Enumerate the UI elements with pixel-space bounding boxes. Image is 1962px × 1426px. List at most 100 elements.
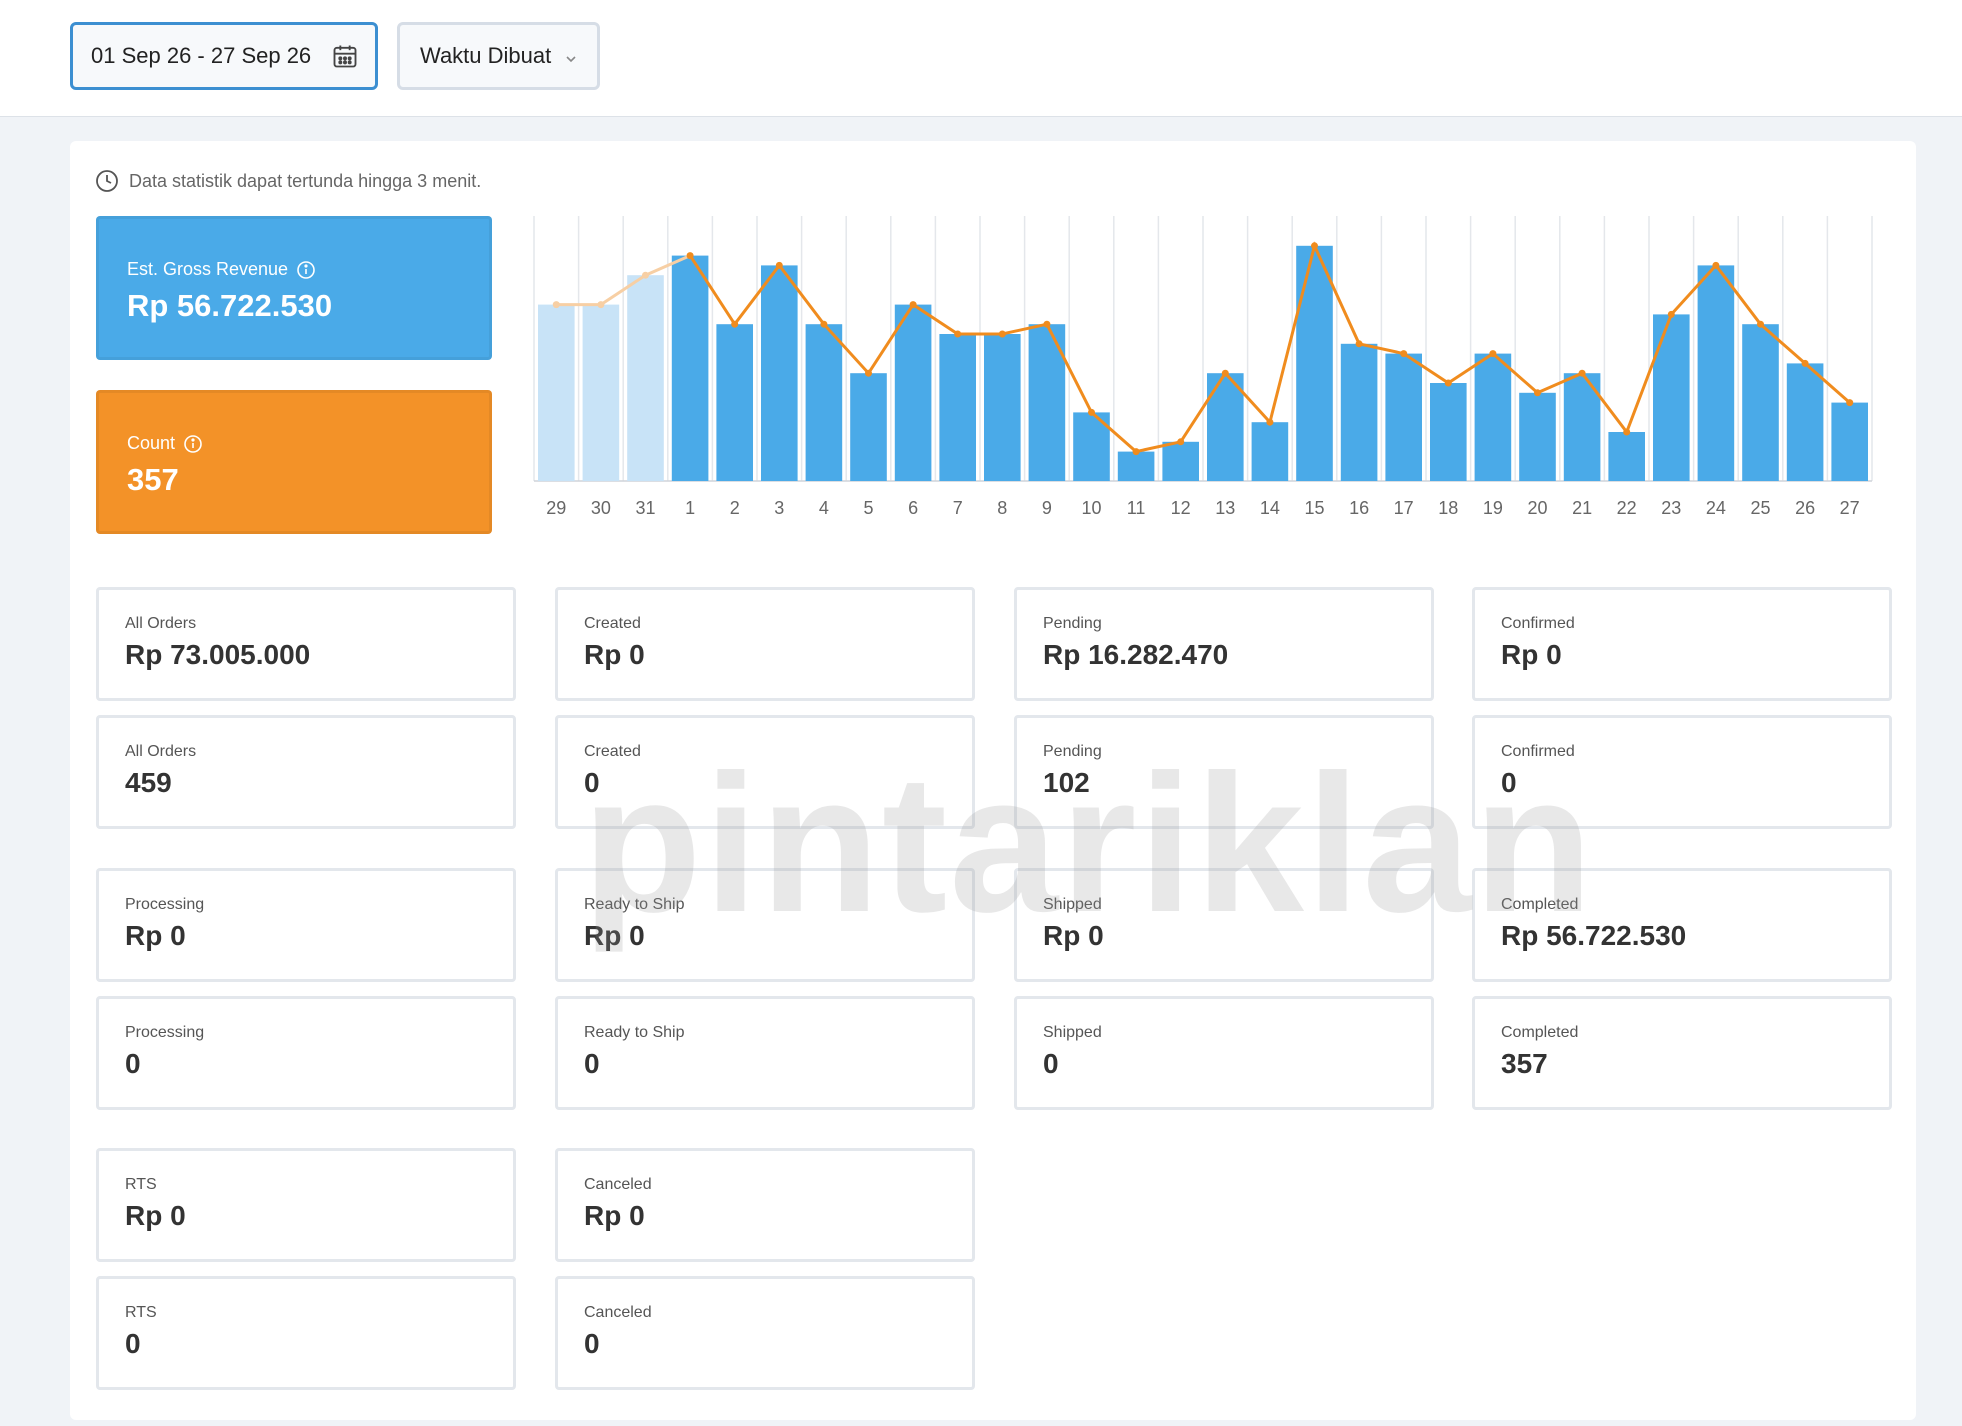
status-card-label: Canceled (584, 1176, 652, 1193)
status-card[interactable]: Processing Rp 0 (96, 868, 516, 982)
chevron-down-icon (566, 56, 576, 63)
chart-point[interactable] (1444, 379, 1452, 387)
chart-point[interactable] (1400, 350, 1408, 358)
chart-bar[interactable] (984, 334, 1021, 481)
chart-bar[interactable] (1162, 441, 1199, 481)
status-card[interactable]: Shipped Rp 0 (1014, 868, 1434, 982)
chart-bar[interactable] (894, 304, 932, 481)
x-tick-label: 26 (1795, 498, 1815, 518)
chart-point[interactable] (1801, 359, 1809, 367)
chart-point[interactable] (1132, 448, 1140, 456)
chart-point[interactable] (775, 261, 783, 269)
x-tick-label: 16 (1349, 498, 1369, 518)
chart-bar[interactable] (582, 304, 620, 481)
status-card[interactable]: Created 0 (555, 715, 975, 829)
chart-bar[interactable] (850, 373, 887, 481)
status-card[interactable]: Pending Rp 16.282.470 (1014, 587, 1434, 701)
chart-point[interactable] (1757, 320, 1764, 328)
info-icon[interactable] (183, 434, 203, 454)
chart-point[interactable] (731, 320, 739, 328)
chart-bar[interactable] (1117, 451, 1155, 481)
chart-bar[interactable] (761, 265, 798, 481)
chart-bar[interactable] (1474, 353, 1512, 481)
count-label: Count (127, 433, 176, 453)
chart-point[interactable] (1712, 261, 1720, 269)
status-card[interactable]: Completed 357 (1472, 996, 1892, 1110)
chart-point[interactable] (954, 330, 962, 338)
chart-bar[interactable] (805, 324, 843, 481)
status-card[interactable]: Completed Rp 56.722.530 (1472, 868, 1892, 982)
status-card-value: 0 (584, 1328, 600, 1359)
status-card[interactable]: Canceled Rp 0 (555, 1148, 975, 1262)
status-card-label: Pending (1043, 743, 1102, 760)
info-icon[interactable] (296, 260, 316, 280)
date-range-picker[interactable]: 01 Sep 26 - 27 Sep 26 (70, 22, 378, 90)
chart-bar[interactable] (1786, 363, 1824, 481)
chart-point[interactable] (1623, 428, 1631, 436)
status-card[interactable]: All Orders 459 (96, 715, 516, 829)
chart-point[interactable] (998, 330, 1006, 338)
status-card[interactable]: Canceled 0 (555, 1276, 975, 1390)
chart-point[interactable] (1534, 389, 1541, 397)
chart-point[interactable] (1311, 242, 1318, 250)
calendar-icon (333, 45, 357, 68)
chart-bar[interactable] (1340, 343, 1378, 481)
chart-bar[interactable] (1519, 392, 1556, 481)
x-tick-label: 1 (685, 498, 695, 518)
status-card-label: Confirmed (1501, 743, 1575, 760)
chart-bar[interactable] (1697, 265, 1735, 481)
status-card[interactable]: Confirmed 0 (1472, 715, 1892, 829)
count-kpi-card[interactable]: Count 357 (96, 390, 492, 534)
chart-bar[interactable] (716, 324, 753, 481)
status-card[interactable]: RTS 0 (96, 1276, 516, 1390)
chart-point[interactable] (1221, 369, 1229, 377)
chart-point[interactable] (686, 252, 694, 260)
chart-point[interactable] (642, 271, 649, 279)
x-tick-label: 31 (635, 498, 655, 518)
chart-bar[interactable] (1296, 245, 1333, 481)
chart-point[interactable] (1578, 369, 1586, 377)
chart-bar[interactable] (1251, 422, 1289, 481)
chart-bar[interactable] (1608, 432, 1645, 481)
time-type-select[interactable]: Waktu Dibuat (397, 22, 600, 90)
chart-bar[interactable] (538, 304, 575, 481)
chart-point[interactable] (1846, 399, 1854, 407)
chart-bar[interactable] (1831, 402, 1868, 481)
x-tick-label: 23 (1661, 498, 1681, 518)
chart-point[interactable] (909, 301, 917, 309)
chart-point[interactable] (1266, 418, 1274, 426)
chart-bar[interactable] (1653, 314, 1690, 481)
status-card-label: Ready to Ship (584, 1024, 685, 1041)
chart-bar[interactable] (1430, 383, 1467, 481)
chart-point[interactable] (597, 301, 605, 309)
status-card[interactable]: Confirmed Rp 0 (1472, 587, 1892, 701)
chart-point[interactable] (1177, 438, 1185, 446)
status-card[interactable]: Created Rp 0 (555, 587, 975, 701)
chart-bar[interactable] (671, 255, 709, 481)
chart-bar[interactable] (939, 334, 976, 481)
status-card[interactable]: All Orders Rp 73.005.000 (96, 587, 516, 701)
chart-bar[interactable] (627, 275, 664, 481)
chart-bar[interactable] (1385, 353, 1422, 481)
chart-bar[interactable] (1742, 324, 1779, 481)
status-card[interactable]: Ready to Ship 0 (555, 996, 975, 1110)
delay-notice: Data statistik dapat tertunda hingga 3 m… (95, 169, 481, 193)
status-card-value: 0 (584, 767, 600, 798)
chart-point[interactable] (1088, 408, 1095, 416)
clock-icon (96, 170, 118, 192)
chart-point[interactable] (820, 320, 828, 328)
revenue-kpi-card[interactable]: Est. Gross Revenue Rp 56.722.530 (96, 216, 492, 360)
x-tick-label: 14 (1260, 498, 1280, 518)
status-card[interactable]: Shipped 0 (1014, 996, 1434, 1110)
chart-point[interactable] (552, 301, 560, 309)
status-card[interactable]: RTS Rp 0 (96, 1148, 516, 1262)
chart-point[interactable] (1355, 340, 1363, 348)
status-card[interactable]: Ready to Ship Rp 0 (555, 868, 975, 982)
status-card[interactable]: Pending 102 (1014, 715, 1434, 829)
status-card-value: 0 (125, 1048, 141, 1079)
chart-point[interactable] (1667, 310, 1675, 318)
status-card[interactable]: Processing 0 (96, 996, 516, 1110)
chart-point[interactable] (1489, 350, 1497, 358)
chart-point[interactable] (1043, 320, 1051, 328)
chart-point[interactable] (865, 369, 872, 377)
